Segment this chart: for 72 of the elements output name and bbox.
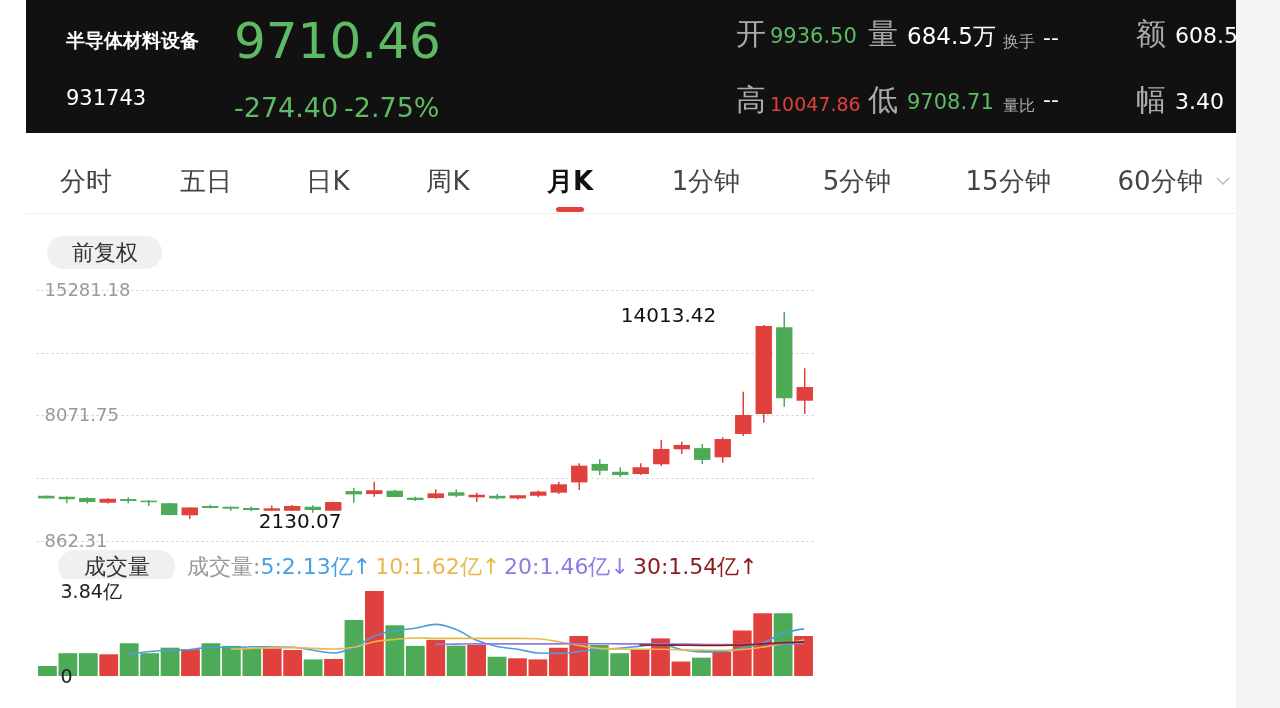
bar (365, 591, 384, 676)
text: 量比 (1003, 96, 1035, 115)
bar (385, 625, 405, 676)
annotation: 2130.07 (258, 508, 342, 533)
text: 20:1.46亿↓ (504, 554, 629, 579)
text: 幅 (1136, 82, 1166, 117)
candlestick (714, 436, 731, 464)
text: 3.40 (1175, 89, 1224, 114)
text: -- (1043, 25, 1059, 50)
text: 9710.46 (234, 12, 441, 70)
line-series (230, 637, 805, 652)
text: 5:2.13亿↑ (260, 554, 372, 579)
bar (712, 651, 732, 676)
bar (630, 648, 650, 676)
bar (487, 656, 507, 676)
bar (303, 659, 323, 676)
candlestick (653, 439, 670, 467)
text: -- (1043, 87, 1059, 112)
text: 9936.50 (770, 23, 857, 48)
bar (446, 645, 466, 676)
text: 608.5 (1175, 23, 1237, 48)
bar (671, 661, 691, 676)
annotation: 14013.42 (620, 303, 717, 328)
bar (405, 645, 425, 676)
text: -2.75% (344, 91, 440, 123)
y-tick-label: 15281.18 (44, 278, 131, 300)
text: 分时 (60, 166, 112, 196)
text: 高 (736, 82, 766, 117)
text: 月K (546, 166, 594, 196)
text: 额 (1136, 16, 1166, 51)
text: 30:1.54亿↑ (632, 554, 758, 579)
candlestick (735, 390, 752, 437)
text: 日K (306, 166, 350, 196)
text: 931743 (66, 85, 147, 110)
bar (794, 635, 813, 676)
text: 60分钟 (1117, 166, 1203, 196)
text: -274.40 (234, 91, 339, 123)
text: 5分钟 (822, 166, 892, 196)
candlestick (796, 367, 813, 415)
text: 换手 (1003, 32, 1035, 51)
text: 10047.86 (770, 92, 861, 115)
bar (181, 649, 200, 676)
text: 开 (736, 16, 766, 51)
text: 9708.71 (907, 89, 994, 114)
text: 半导体材料设备 (66, 28, 199, 51)
text: 1分钟 (671, 166, 741, 196)
bar (344, 620, 364, 676)
bar (426, 639, 446, 676)
candlestick (571, 462, 588, 491)
chart-title: 成交量 (83, 554, 150, 579)
y-tick-label: 0 (60, 664, 73, 687)
text: 量 (868, 16, 898, 51)
text: 684.5万 (907, 22, 996, 49)
candlestick (694, 443, 711, 465)
y-tick-label: 8071.75 (44, 404, 119, 425)
bar (201, 643, 221, 676)
bar (691, 657, 711, 676)
y-tick-label: 862.31 (44, 529, 108, 551)
text: 五日 (180, 166, 232, 196)
chart-title: 前复权 (47, 236, 162, 269)
text: 15分钟 (965, 166, 1051, 196)
bar (324, 658, 343, 676)
line-series (128, 623, 805, 655)
y-tick-label: 3.84亿 (60, 579, 122, 602)
text: 周K (426, 166, 470, 196)
legend-title: 成交量: (187, 554, 261, 579)
bar (99, 654, 119, 676)
bar (467, 645, 486, 676)
text: 10:1.62亿↑ (375, 554, 501, 579)
bar (78, 653, 98, 676)
bar (773, 613, 793, 676)
text: 低 (868, 82, 898, 117)
